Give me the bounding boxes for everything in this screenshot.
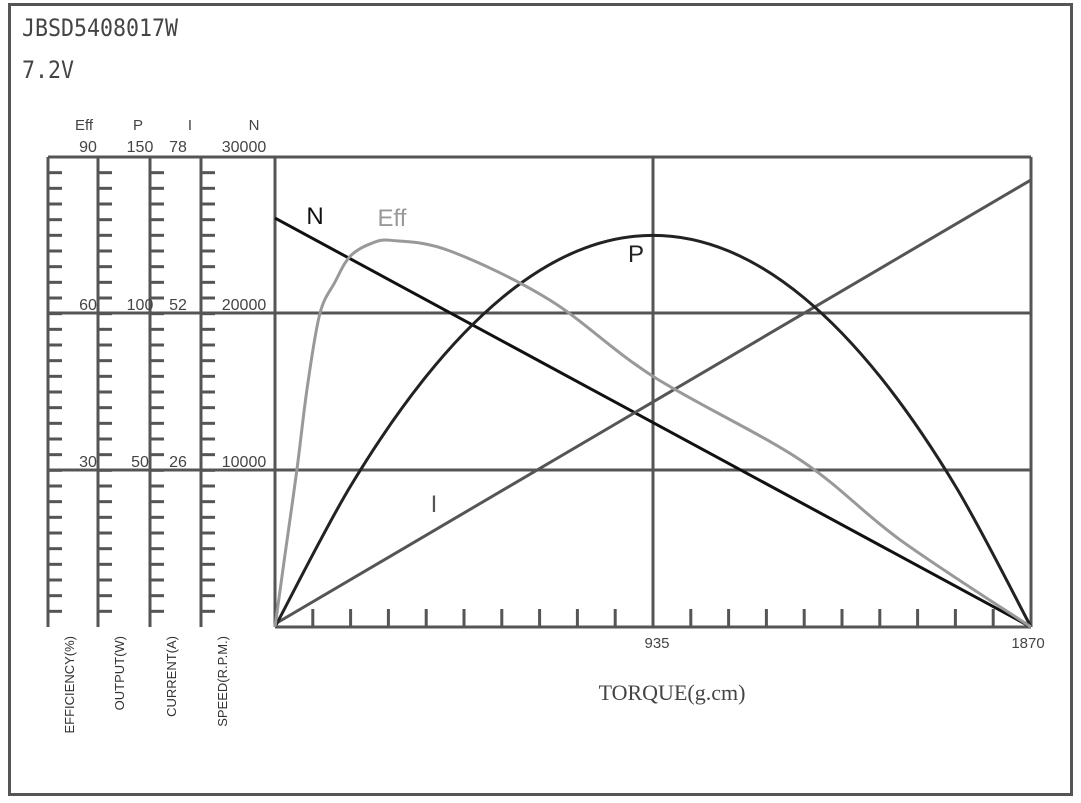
series-label-Eff: Eff xyxy=(378,205,407,232)
voltage-label: 7.2V xyxy=(22,56,75,84)
series-N-line xyxy=(274,216,1032,629)
axis-tick-label: 30 xyxy=(79,454,97,471)
x-tick-label: 935 xyxy=(644,635,669,652)
axis-header-I: I xyxy=(188,117,192,134)
model-title: JBSD5408017W xyxy=(22,14,179,42)
axis-label-N: SPEED(R.P.M.) xyxy=(215,636,230,727)
axis-tick-label: 50 xyxy=(131,454,149,471)
axis-tick-label: 60 xyxy=(79,297,97,314)
axis-tick-label: 30000 xyxy=(222,139,267,156)
axis-tick-label: 10000 xyxy=(222,454,267,471)
axis-label-P: OUTPUT(W) xyxy=(112,636,127,710)
series-label-P: P xyxy=(628,241,644,268)
axis-label-I: CURRENT(A) xyxy=(164,636,179,717)
series-P-line xyxy=(273,233,1033,628)
axis-tick-label: 78 xyxy=(169,139,187,156)
axis-label-Eff: EFFICIENCY(%) xyxy=(62,636,77,734)
axis-header-N: N xyxy=(249,117,260,134)
axis-tick-label: 90 xyxy=(79,139,97,156)
series-I-line xyxy=(274,178,1032,626)
axis-tick-label: 100 xyxy=(127,297,154,314)
chart-frame xyxy=(8,3,1073,796)
axis-header-Eff: Eff xyxy=(75,117,94,134)
series-label-N: N xyxy=(306,203,323,230)
series-Eff-line xyxy=(273,238,1032,629)
axis-header-P: P xyxy=(133,117,143,134)
axis-tick-label: 150 xyxy=(127,139,154,156)
axis-tick-label: 26 xyxy=(169,454,187,471)
x-axis-title: TORQUE(g.cm) xyxy=(599,680,746,705)
axis-tick-label: 52 xyxy=(169,297,187,314)
series-label-I: I xyxy=(431,491,438,518)
x-tick-label: 1870 xyxy=(1011,635,1044,652)
axis-tick-label: 20000 xyxy=(222,297,267,314)
